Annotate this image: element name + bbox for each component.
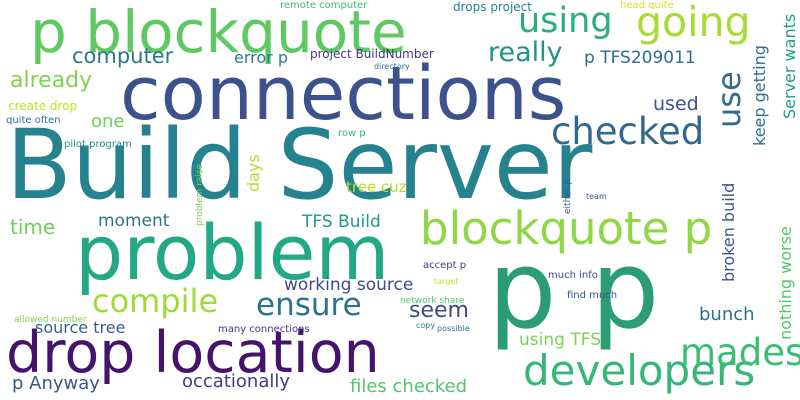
word-moment: moment — [98, 213, 169, 230]
word-tree-cuz: tree cuz — [346, 180, 407, 195]
word-compile: compile — [92, 285, 218, 317]
word-used: used — [653, 95, 699, 114]
word-network-share: network share — [400, 297, 464, 306]
word-many-connections: many connections — [218, 325, 310, 335]
word-problem-raise: problem raise — [196, 164, 205, 226]
word-occationally: occationally — [182, 373, 290, 391]
word-time: time — [10, 217, 55, 237]
word-accept-p: accept p — [423, 261, 466, 271]
word-head-quite: head quite — [620, 1, 674, 11]
word-possible: possible — [437, 325, 470, 333]
word-connections: connections — [120, 57, 566, 131]
word-working-source: working source — [284, 277, 413, 294]
word-drops-project: drops project — [453, 1, 532, 13]
word-computer: computer — [72, 46, 173, 67]
word-p-anyway: p Anyway — [12, 375, 100, 393]
word-team: team — [586, 193, 607, 201]
word-quite-often: quite often — [6, 116, 61, 126]
word-files-checked: files checked — [350, 378, 467, 396]
word-project-buildnumber: project BuildNumber — [310, 48, 434, 60]
word-allowed-number: allowed number — [14, 316, 87, 325]
word-using: using — [518, 4, 613, 39]
word-nothing-worse: nothing worse — [778, 226, 794, 340]
word-either-p: either p — [564, 179, 573, 214]
word-really: really — [488, 39, 563, 66]
word-bunch: bunch — [699, 306, 755, 324]
word-directory: directory — [374, 63, 410, 71]
word-broken-build: broken build — [721, 183, 737, 282]
word-row-p: row p — [338, 129, 366, 139]
word-copy: copy — [416, 322, 435, 330]
word-tfs-build: TFS Build — [302, 214, 381, 231]
word-keep-getting: keep getting — [752, 45, 768, 146]
word-much-info: much info — [548, 271, 598, 281]
word-use: use — [713, 71, 745, 128]
word-create-drop: create drop — [8, 100, 77, 112]
word-already: already — [10, 70, 92, 92]
word-using-tfs: using TFS — [519, 332, 601, 349]
word-pilot-program: pilot program — [64, 140, 132, 150]
word-days: days — [246, 154, 262, 192]
word-target: target — [434, 278, 458, 286]
word-checked: checked — [551, 113, 704, 150]
word-server-wants: Server wants — [782, 14, 798, 119]
word-remote-computer: remote computer — [280, 1, 367, 11]
word-find-much: find much — [567, 291, 617, 301]
word-error-p: error p — [234, 50, 288, 66]
word-p-tfs209011: p TFS209011 — [584, 50, 696, 67]
word-one: one — [91, 113, 125, 131]
